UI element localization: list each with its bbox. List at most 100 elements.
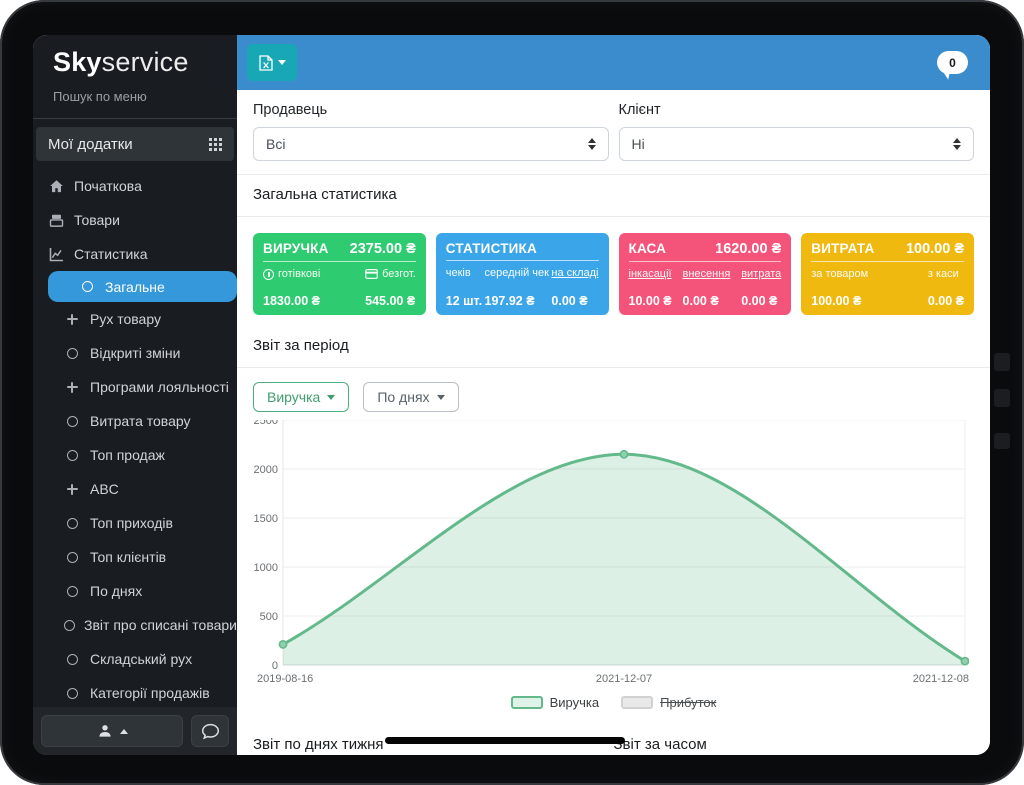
seller-filter: Продавець Всі <box>253 102 609 161</box>
sidebar-item-label: По днях <box>90 583 143 599</box>
sidebar-item[interactable]: Товари <box>33 203 237 237</box>
stat-card-value: 100.00 ₴ <box>811 294 862 308</box>
divider <box>237 174 990 175</box>
sidebar-item-label: Топ приходів <box>90 515 173 531</box>
stat-card-value: 0.00 ₴ <box>551 294 588 308</box>
stat-card-title: ВИТРАТА <box>811 241 875 256</box>
stat-card-title: ВИРУЧКА <box>263 241 329 256</box>
plus-icon <box>63 381 81 393</box>
cash-icon <box>263 268 274 280</box>
card-icon <box>365 269 378 279</box>
stat-card-value: 545.00 ₴ <box>365 294 416 308</box>
sidebar-item-label: Початкова <box>74 178 142 194</box>
sidebar-item[interactable]: Витрата товару <box>33 404 237 438</box>
circle-icon <box>63 687 81 699</box>
sidebar-item[interactable]: Категорії продажів <box>33 676 237 707</box>
stat-cards-row: ВИРУЧКА 2375.00 ₴ готівкові 1830.00 ₴ безгот… <box>253 233 974 315</box>
stats-section-title: Загальна статистика <box>253 186 397 203</box>
stat-card-link-label[interactable]: внесення <box>682 268 731 280</box>
sidebar-item[interactable]: Відкриті зміни <box>33 336 237 370</box>
menu-search-input[interactable] <box>53 89 217 104</box>
sidebar-item[interactable]: Топ клієнтів <box>33 540 237 574</box>
seller-select[interactable]: Всі <box>253 127 609 161</box>
chat-badge-bubble[interactable]: 0 <box>937 51 968 74</box>
sidebar-item[interactable]: ABC <box>33 472 237 506</box>
stat-card-column: безгот. 545.00 ₴ <box>365 268 416 308</box>
svg-text:2021-12-08: 2021-12-08 <box>913 673 969 685</box>
select-arrows-icon <box>953 138 961 150</box>
sidebar-item-label: ABC <box>90 481 119 497</box>
my-apps-label: Мої додатки <box>48 135 133 153</box>
sidebar-item[interactable]: Топ приходів <box>33 506 237 540</box>
divider <box>237 367 990 368</box>
stat-card: ВИРУЧКА 2375.00 ₴ готівкові 1830.00 ₴ безгот… <box>253 233 426 315</box>
chart-svg: 0 500 1000 1500 2000 2500 2019-08-16 2021-12-07… <box>254 415 970 685</box>
sidebar-item[interactable]: Загальне <box>48 271 237 302</box>
sidebar-item-label: Топ клієнтів <box>90 549 167 565</box>
stat-card-column: на складі 0.00 ₴ <box>551 267 598 308</box>
home-indicator[interactable] <box>385 737 625 744</box>
svg-text:0: 0 <box>272 660 278 672</box>
stat-card-label: готівкові <box>263 268 320 280</box>
divider <box>237 216 990 217</box>
grouping-dropdown-button[interactable]: По днях <box>363 382 459 412</box>
stat-card: КАСА 1620.00 ₴ інкасації 10.00 ₴ внесення 0.0… <box>618 233 792 315</box>
home-icon <box>47 179 65 194</box>
sidebar-item[interactable]: Звіт про списані товари <box>33 608 237 642</box>
hourly-report-title: Звіт за часом <box>613 736 707 753</box>
sidebar-item[interactable]: Програми лояльності <box>33 370 237 404</box>
legend-item-active[interactable]: Виручка <box>510 695 599 710</box>
circle-icon <box>63 347 81 359</box>
export-excel-button[interactable] <box>247 44 297 81</box>
sidebar-item-label: Категорії продажів <box>90 685 210 701</box>
sidebar-item-label: Складський рух <box>90 651 193 667</box>
svg-text:1000: 1000 <box>254 562 278 574</box>
circle-icon <box>78 281 96 292</box>
metric-dropdown-button[interactable]: Виручка <box>253 382 350 412</box>
filters-row: Продавець Всі Клієнт Ні <box>253 102 974 161</box>
sidebar-item[interactable]: По днях <box>33 574 237 608</box>
circle-icon <box>63 653 81 665</box>
circle-icon <box>63 449 81 461</box>
my-apps-button[interactable]: Мої додатки <box>36 127 234 161</box>
stat-card-columns: інкасації 10.00 ₴ внесення 0.00 ₴ витрата 0.0… <box>629 268 782 308</box>
circle-icon <box>63 517 81 529</box>
sidebar-item[interactable]: Складський рух <box>33 642 237 676</box>
user-menu-button[interactable] <box>41 715 183 747</box>
metric-dropdown-label: Виручка <box>267 389 321 405</box>
legend-item-disabled[interactable]: Прибуток <box>621 695 716 710</box>
chart-legend: Виручка Прибуток <box>253 695 974 710</box>
client-select[interactable]: Ні <box>618 127 974 161</box>
client-filter-label: Клієнт <box>618 102 661 118</box>
logo-text-light: service <box>101 47 189 77</box>
stat-card-value: 197.92 ₴ <box>484 294 535 308</box>
sidebar: Skyservice Мої додатки Початкова Товари Ст… <box>33 35 237 755</box>
sidebar-item-label: Статистика <box>74 246 148 262</box>
stat-card-label: за товаром <box>811 268 869 280</box>
sidebar-item-label: Загальне <box>105 278 165 295</box>
side-button <box>994 433 1010 449</box>
stat-card-column: витрата 0.00 ₴ <box>741 268 781 308</box>
stat-card-value: 0.00 ₴ <box>741 294 778 308</box>
stat-card-column: за товаром 100.00 ₴ <box>811 268 868 308</box>
app-logo: Skyservice <box>33 35 237 82</box>
plus-icon <box>63 313 81 325</box>
sidebar-item[interactable]: Топ продаж <box>33 438 237 472</box>
support-chat-button[interactable] <box>191 715 229 747</box>
stat-card-value: 0.00 ₴ <box>682 294 719 308</box>
sidebar-item[interactable]: Рух товару <box>33 302 237 336</box>
stat-card-link-label[interactable]: на складі <box>551 267 599 279</box>
stat-card-link-label[interactable]: інкасації <box>628 268 672 280</box>
caret-up-icon <box>119 728 128 734</box>
sidebar-item[interactable]: Початкова <box>33 169 237 203</box>
stat-card-link-label[interactable]: витрата <box>741 268 782 280</box>
client-select-value: Ні <box>631 136 645 152</box>
menu-search-wrap <box>33 82 237 119</box>
stat-card-header: ВИТРАТА 100.00 ₴ <box>811 241 964 262</box>
main-area: 0 Продавець Всі Клієнт Ні <box>237 35 990 755</box>
stat-card-column: чеків 12 шт. <box>446 267 482 308</box>
stat-card-value: 10.00 ₴ <box>628 294 672 308</box>
sidebar-item[interactable]: Статистика <box>33 237 237 271</box>
stat-card-columns: готівкові 1830.00 ₴ безгот. 545.00 ₴ <box>263 268 416 308</box>
sidebar-item-label: Товари <box>74 212 120 228</box>
